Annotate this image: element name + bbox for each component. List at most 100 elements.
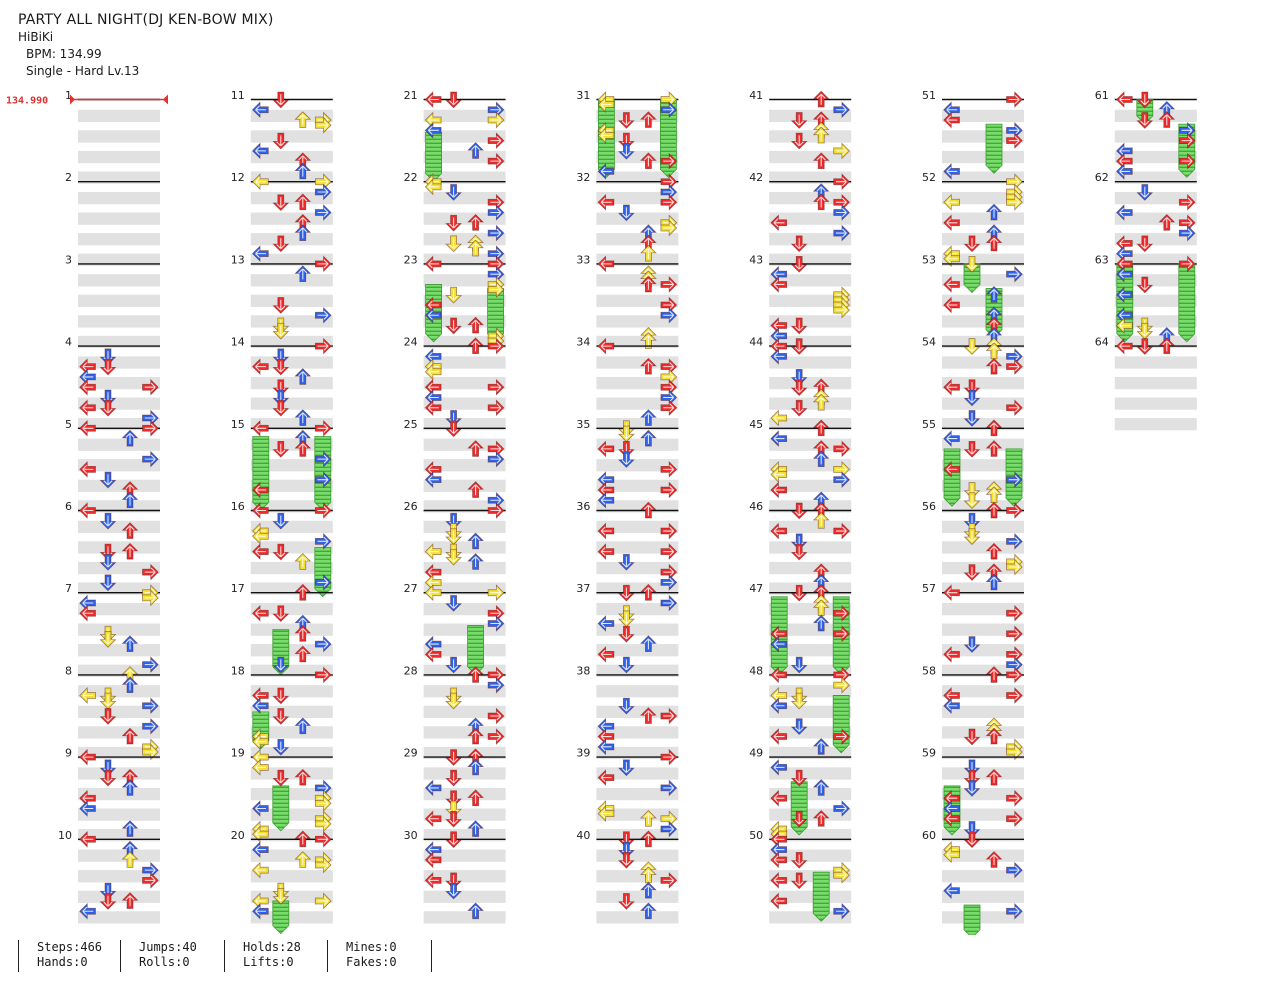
rolls-count: Rolls:0	[139, 955, 190, 969]
beat-band	[78, 335, 160, 349]
beat-band	[596, 500, 679, 513]
beat-band	[942, 130, 1024, 143]
arrow-note-icon	[314, 451, 332, 467]
measure: 29	[404, 747, 506, 842]
beat-band	[942, 418, 1024, 431]
beat-band	[942, 335, 1024, 349]
beat-band	[942, 911, 1024, 924]
arrow-note-icon	[314, 667, 332, 683]
beat-band	[596, 294, 679, 307]
arrow-note-icon	[445, 548, 462, 566]
beat-band	[596, 171, 679, 184]
arrow-note-icon	[813, 193, 830, 211]
arrow-note-icon	[833, 204, 850, 221]
arrow-note-icon	[640, 152, 657, 170]
beat-band	[769, 644, 852, 657]
arrow-note-icon	[314, 574, 332, 591]
arrow-note-icon	[100, 554, 116, 571]
beat-band	[250, 397, 333, 410]
beat-band	[250, 664, 333, 677]
beat-band	[596, 233, 679, 246]
beat-band	[942, 150, 1024, 164]
arrow-note-icon	[467, 337, 484, 354]
measure-number: 15	[231, 418, 245, 431]
beat-band	[942, 233, 1024, 246]
song-difficulty: Single - Hard Lv.13	[26, 64, 140, 78]
arrow-note-icon	[467, 316, 484, 334]
arrow-note-icon	[445, 214, 462, 232]
beat-band	[1114, 191, 1197, 205]
arrow-note-icon	[252, 605, 269, 622]
beat-band	[250, 109, 333, 123]
arrow-note-icon	[252, 420, 269, 437]
arrow-note-icon	[424, 471, 442, 488]
arrow-note-icon	[1158, 214, 1175, 231]
beat-band	[1114, 150, 1197, 164]
hands-count: Hands:0	[37, 955, 88, 969]
beat-band	[942, 829, 1024, 842]
beat-band	[596, 870, 679, 883]
arrow-note-icon	[252, 826, 269, 843]
beat-band	[78, 500, 160, 513]
beat-band	[942, 479, 1024, 492]
arrow-note-icon	[640, 866, 657, 884]
arrow-note-icon	[252, 841, 269, 858]
measure-number: 23	[404, 253, 418, 266]
beat-band	[942, 767, 1024, 780]
arrow-note-icon	[618, 204, 635, 222]
arrow-note-icon	[272, 512, 289, 530]
arrow-note-icon	[597, 440, 615, 457]
beat-band	[423, 849, 506, 862]
beat-band	[596, 911, 679, 924]
measure: 36	[576, 500, 679, 595]
beat-band	[769, 459, 852, 472]
arrow-note-icon	[964, 389, 980, 407]
arrow-note-icon	[122, 727, 138, 745]
arrow-note-icon	[487, 502, 505, 519]
arrow-note-icon	[122, 779, 138, 796]
measure-number: 34	[576, 336, 590, 349]
arrow-note-icon	[640, 111, 657, 128]
arrow-note-icon	[142, 718, 159, 735]
beat-band	[423, 459, 506, 472]
arrow-note-icon	[964, 831, 980, 848]
arrow-note-icon	[467, 532, 484, 550]
beat-band	[942, 520, 1024, 534]
arrow-note-icon	[943, 194, 960, 211]
arrow-note-icon	[618, 112, 635, 129]
arrow-note-icon	[272, 399, 289, 417]
arrow-note-icon	[252, 543, 269, 560]
measure: 48	[749, 664, 852, 760]
beat-band	[250, 335, 333, 349]
measure-number: 33	[576, 253, 590, 266]
measure-number: 25	[404, 418, 418, 431]
arrow-note-icon	[1006, 810, 1023, 827]
arrow-note-icon	[640, 429, 657, 447]
arrow-note-icon	[618, 554, 635, 571]
arrow-note-icon	[79, 800, 96, 817]
freeze-arrow-icon	[812, 871, 830, 922]
song-title: PARTY ALL NIGHT(DJ KEN-BOW MIX)	[18, 12, 274, 28]
arrow-note-icon	[1006, 667, 1023, 683]
arrow-note-icon	[640, 358, 657, 375]
stat-divider	[431, 940, 432, 972]
arrow-note-icon	[1006, 194, 1023, 211]
arrow-note-icon	[1006, 625, 1023, 642]
arrow-note-icon	[122, 676, 138, 694]
freeze-arrow-icon	[985, 123, 1003, 174]
arrow-note-icon	[964, 492, 980, 509]
arrow-note-icon	[943, 882, 960, 899]
arrow-note-icon	[142, 420, 159, 437]
arrow-note-icon	[770, 482, 788, 498]
beat-band	[596, 829, 679, 842]
beat-band	[769, 253, 852, 266]
bpm-value: 134.990	[6, 96, 48, 107]
beat-band	[942, 870, 1024, 883]
arrow-note-icon	[294, 162, 311, 180]
arrow-note-icon	[770, 893, 788, 909]
beat-band	[769, 150, 852, 164]
beat-band	[1114, 356, 1197, 369]
arrow-note-icon	[770, 790, 788, 807]
arrow-note-icon	[1116, 338, 1133, 354]
arrow-note-icon	[294, 553, 311, 570]
